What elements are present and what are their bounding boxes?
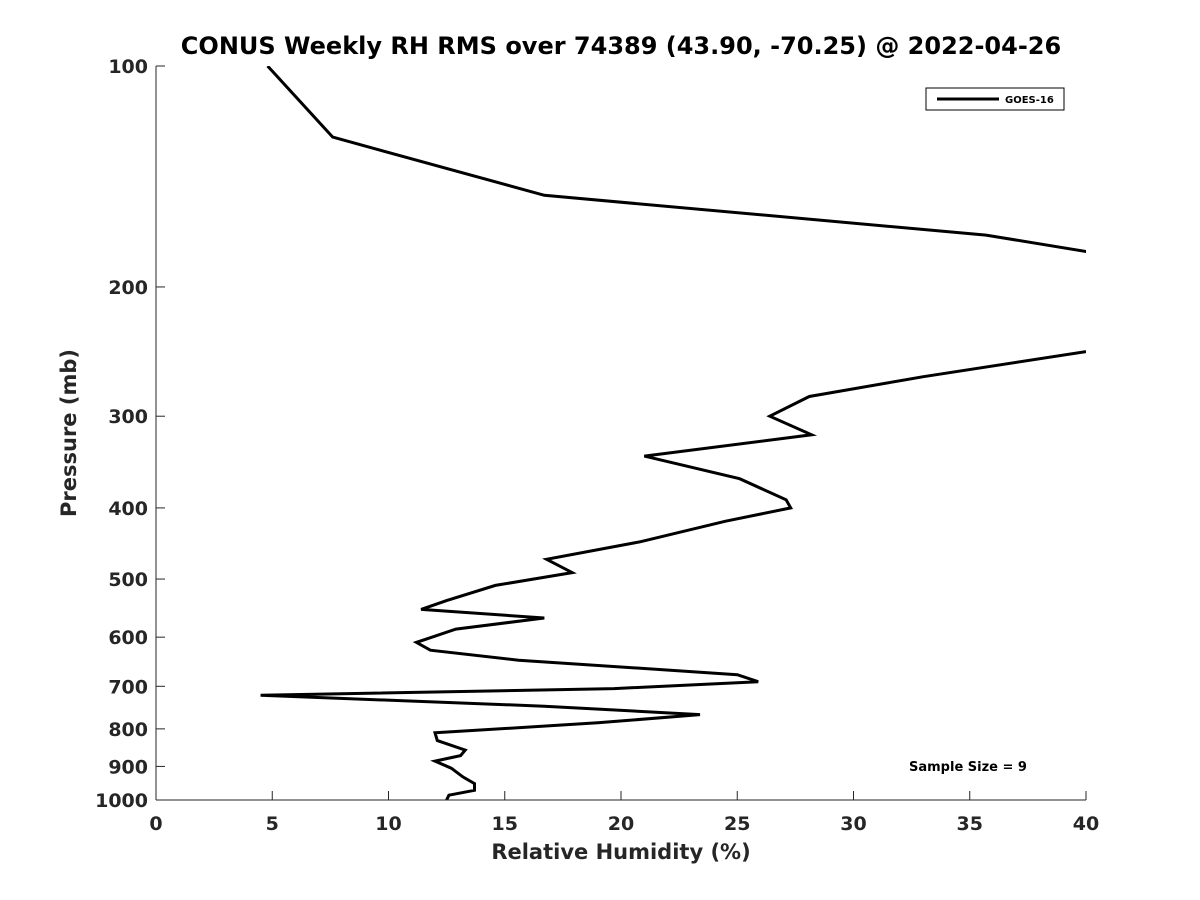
- y-tick-label: 500: [108, 569, 148, 591]
- legend-label: GOES-16: [1005, 95, 1054, 106]
- y-tick-label: 800: [108, 719, 148, 741]
- x-tick-label: 35: [957, 813, 983, 835]
- legend: GOES-16: [925, 87, 1065, 111]
- x-tick-label: 25: [724, 813, 750, 835]
- x-tick-label: 40: [1073, 813, 1099, 835]
- x-tick-label: 0: [149, 813, 162, 835]
- series-line-0: [260, 66, 1086, 800]
- y-axis-ticks: 100 200 300 400 500 600 700 800 900 1000: [95, 56, 165, 812]
- x-axis-label: Relative Humidity (%): [491, 840, 750, 864]
- series-layer: [260, 66, 1086, 800]
- y-tick-label: 600: [108, 627, 148, 649]
- x-tick-label: 10: [375, 813, 401, 835]
- y-tick-label: 300: [108, 406, 148, 428]
- plot-background: [156, 66, 1086, 800]
- y-tick-label: 400: [108, 498, 148, 520]
- x-tick-label: 5: [266, 813, 279, 835]
- y-tick-label: 700: [108, 676, 148, 698]
- sample-size-annotation: Sample Size = 9: [909, 760, 1027, 775]
- x-tick-label: 15: [492, 813, 518, 835]
- x-axis-ticks: 0 5 10 15 20 25 30 35 40: [149, 791, 1099, 835]
- chart-title: CONUS Weekly RH RMS over 74389 (43.90, -…: [181, 32, 1061, 60]
- y-tick-label: 1000: [95, 790, 148, 812]
- y-tick-label: 100: [108, 56, 148, 78]
- y-tick-label: 900: [108, 756, 148, 778]
- y-axis-label: Pressure (mb): [57, 349, 81, 517]
- x-tick-label: 30: [840, 813, 866, 835]
- x-tick-label: 20: [608, 813, 634, 835]
- y-tick-label: 200: [108, 277, 148, 299]
- plot-area: [155, 66, 1086, 801]
